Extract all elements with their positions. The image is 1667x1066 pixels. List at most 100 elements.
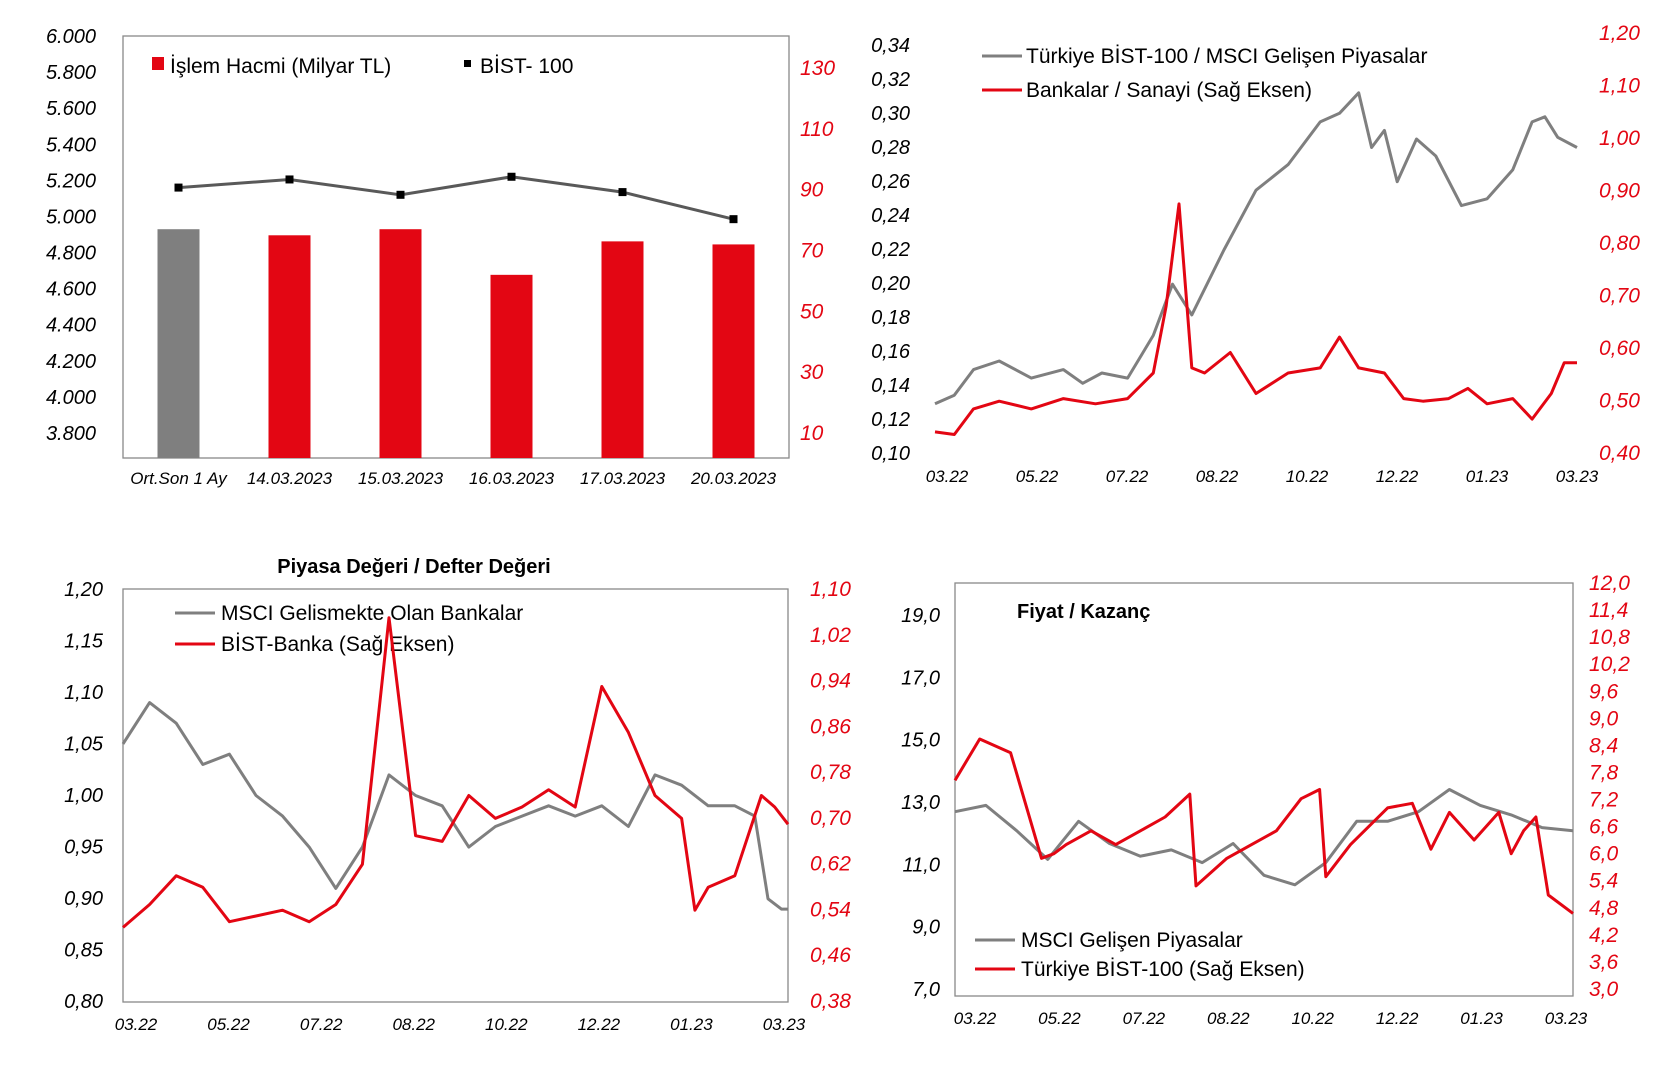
line-point-marker xyxy=(174,183,183,192)
chart-title-pe: Fiyat / Kazanç xyxy=(1017,601,1150,623)
x-tick-label: 08.22 xyxy=(392,1015,435,1034)
legend-label-bist100: Türkiye BİST-100 (Sağ Eksen) xyxy=(1021,958,1305,981)
x-tick-label: 07.22 xyxy=(300,1015,343,1034)
y-right-tick-label: 4,8 xyxy=(1589,897,1619,920)
y-right-tick-label: 0,40 xyxy=(1599,442,1640,465)
plot-frame xyxy=(122,588,789,1003)
x-tick-label: 03.22 xyxy=(954,1009,997,1028)
y-left-tick-label: 0,30 xyxy=(871,103,910,125)
x-tick-label: 05.22 xyxy=(1016,467,1059,486)
series-line xyxy=(953,737,1574,915)
bar xyxy=(601,241,644,458)
legend-swatch-bar xyxy=(152,57,164,70)
y-left-tick-label: 0,12 xyxy=(871,409,910,431)
y-right-tick-label: 10,2 xyxy=(1589,653,1630,676)
line-point-marker xyxy=(729,215,738,224)
y-left-tick-label: 5.800 xyxy=(46,62,96,84)
y-right-tick-label: 0,46 xyxy=(810,944,851,967)
x-tick-label: 17.03.2023 xyxy=(580,469,666,488)
x-tick-label: 01.23 xyxy=(1466,467,1509,486)
y-right-tick-label: 110 xyxy=(800,118,834,141)
y-left-tick-label: 13,0 xyxy=(901,792,940,814)
x-tick-label: 10.22 xyxy=(485,1015,528,1034)
bar xyxy=(157,229,200,458)
y-left-tick-label: 0,95 xyxy=(64,837,104,859)
y-right-tick-label: 0,86 xyxy=(810,715,851,738)
legend: Türkiye BİST-100 / MSCI Gelişen Piyasala… xyxy=(982,45,1427,102)
y-left-tick-label: 4.200 xyxy=(46,351,96,373)
line-point-marker xyxy=(396,190,405,199)
y-right-tick-label: 0,78 xyxy=(810,761,851,784)
y-left-tick-label: 0,85 xyxy=(64,940,104,962)
y-right-tick-label: 0,94 xyxy=(810,670,851,693)
line-point-marker xyxy=(507,172,516,181)
y-left-tick-label: 4.600 xyxy=(46,279,96,301)
x-tick-label: 14.03.2023 xyxy=(247,469,333,488)
legend-label-bist-banka: BİST-Banka (Sağ Eksen) xyxy=(221,633,454,656)
y-right-tick-label: 50 xyxy=(800,300,824,323)
y-left-tick-label: 9,0 xyxy=(912,917,940,939)
series-line xyxy=(934,202,1577,436)
y-right-tick-label: 0,54 xyxy=(810,898,851,921)
y-left-tick-label: 0,80 xyxy=(64,991,103,1013)
y-right-tick-label: 5,4 xyxy=(1589,870,1618,893)
bar xyxy=(379,229,422,458)
plot-frame xyxy=(954,582,1574,997)
legend-label-volume: İşlem Hacmi (Milyar TL) xyxy=(170,55,391,78)
x-tick-label: 01.23 xyxy=(1460,1009,1503,1028)
y-left-tick-label: 0,18 xyxy=(871,307,910,329)
y-left-tick-label: 1,05 xyxy=(64,734,104,756)
legend-label-banks-industry: Bankalar / Sanayi (Sağ Eksen) xyxy=(1026,79,1312,102)
y-left-tick-label: 11,0 xyxy=(903,854,940,876)
y-right-tick-label: 6,0 xyxy=(1589,843,1619,866)
series-line xyxy=(178,175,734,221)
y-right-tick-label: 0,50 xyxy=(1599,390,1640,413)
y-left-tick-label: 0,14 xyxy=(871,375,910,397)
x-tick-label: 03.23 xyxy=(1556,467,1599,486)
y-right-tick-label: 1,00 xyxy=(1599,127,1640,150)
panel-pe-ratio: Fiyat / Kazanç MSCI Gelişen Piyasalar Tü… xyxy=(901,572,1630,1028)
y-right-tick-label: 0,38 xyxy=(810,990,851,1013)
x-tick-label: 07.22 xyxy=(1123,1009,1166,1028)
y-left-tick-label: 3.800 xyxy=(46,423,96,445)
y-left-tick-label: 17,0 xyxy=(901,667,940,689)
y-right-tick-label: 70 xyxy=(800,240,824,263)
x-tick-label: 10.22 xyxy=(1291,1009,1334,1028)
y-right-tick-label: 3,6 xyxy=(1589,951,1619,974)
y-left-tick-label: 1,00 xyxy=(64,785,103,807)
y-right-tick-label: 90 xyxy=(800,179,824,202)
y-right-tick-label: 7,2 xyxy=(1589,789,1619,812)
y-right-tick-label: 1,10 xyxy=(810,578,851,601)
y-left-tick-label: 1,20 xyxy=(64,579,103,601)
y-left-tick-label: 0,16 xyxy=(871,341,911,363)
x-tick-label: 12.22 xyxy=(1376,467,1419,486)
x-tick-label: 01.23 xyxy=(670,1015,713,1034)
y-right-tick-label: 8,4 xyxy=(1589,734,1618,757)
y-right-tick-label: 1,20 xyxy=(1599,22,1640,45)
y-right-tick-label: 11,4 xyxy=(1589,599,1628,622)
panel-trading-volume: İşlem Hacmi (Milyar TL) BİST- 100 6.000 5… xyxy=(46,26,835,488)
y-right-tick-label: 9,0 xyxy=(1589,707,1619,730)
y-right-tick-label: 0,90 xyxy=(1599,180,1640,203)
x-tick-label: Ort.Son 1 Ay xyxy=(130,469,228,488)
y-left-tick-label: 5.000 xyxy=(46,206,96,228)
y-right-tick-label: 3,0 xyxy=(1589,978,1619,1001)
y-left-tick-label: 6.000 xyxy=(46,26,96,48)
y-left-tick-label: 15,0 xyxy=(901,730,940,752)
y-right-tick-label: 1,02 xyxy=(810,624,851,647)
legend: İşlem Hacmi (Milyar TL) BİST- 100 xyxy=(152,55,573,78)
bar xyxy=(268,235,311,458)
y-right-tick-label: 4,2 xyxy=(1589,924,1619,947)
x-tick-label: 08.22 xyxy=(1196,467,1239,486)
y-left-tick-label: 0,90 xyxy=(64,888,103,910)
x-tick-label: 10.22 xyxy=(1286,467,1329,486)
x-tick-label: 08.22 xyxy=(1207,1009,1250,1028)
y-left-tick-label: 0,28 xyxy=(871,137,910,159)
x-tick-label: 03.23 xyxy=(763,1015,806,1034)
y-left-tick-label: 4.800 xyxy=(46,243,96,265)
series-line xyxy=(934,91,1578,406)
x-tick-label: 03.23 xyxy=(1545,1009,1588,1028)
legend: MSCI Gelişen Piyasalar Türkiye BİST-100 … xyxy=(975,929,1305,981)
y-left-tick-label: 1,15 xyxy=(64,631,104,653)
